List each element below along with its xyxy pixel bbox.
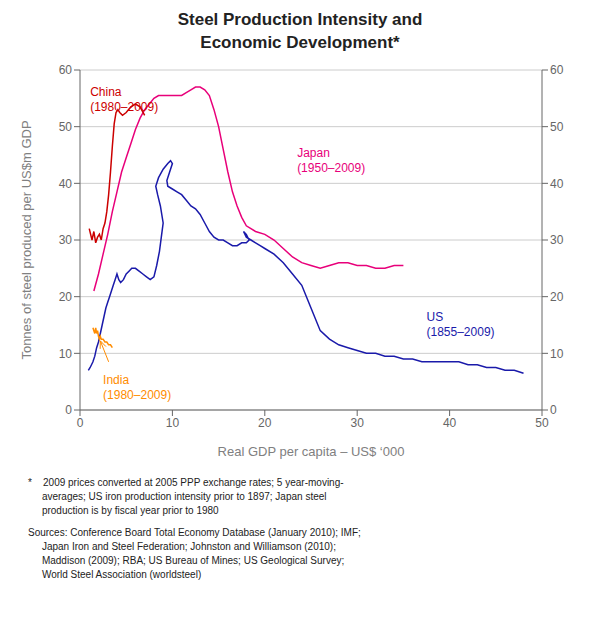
svg-text:60: 60 — [550, 63, 564, 77]
svg-text:30: 30 — [351, 416, 365, 430]
svg-text:10: 10 — [59, 347, 73, 361]
svg-text:0: 0 — [77, 416, 84, 430]
svg-text:40: 40 — [59, 177, 73, 191]
svg-text:40: 40 — [550, 177, 564, 191]
svg-text:10: 10 — [166, 416, 180, 430]
svg-text:Tonnes of steel produced per U: Tonnes of steel produced per US$m GDP — [19, 120, 34, 359]
svg-text:50: 50 — [535, 416, 549, 430]
svg-text:60: 60 — [59, 63, 73, 77]
html-text:Steel Production Intensity and: Steel Production Intensity and Economic … — [177, 10, 423, 52]
svg-text:50: 50 — [550, 120, 564, 134]
svg-text:20: 20 — [550, 290, 564, 304]
svg-text:0: 0 — [65, 403, 72, 417]
svg-text:20: 20 — [258, 416, 272, 430]
svg-text:50: 50 — [59, 120, 73, 134]
svg-text:30: 30 — [59, 233, 73, 247]
svg-text:0: 0 — [550, 403, 557, 417]
html-text:Sources: Conference Board Tota: Sources: Conference Board Total Economy … — [28, 527, 361, 580]
svg-text:20: 20 — [59, 290, 73, 304]
svg-text:US(1855–2009): US(1855–2009) — [427, 310, 495, 339]
svg-text:30: 30 — [550, 233, 564, 247]
svg-text:China(1980–2009): China(1980–2009) — [90, 85, 158, 114]
svg-text:10: 10 — [550, 347, 564, 361]
svg-text:Real GDP per capita – US$ ‘000: Real GDP per capita – US$ ‘000 — [218, 444, 405, 459]
svg-text:40: 40 — [443, 416, 457, 430]
svg-text:Japan(1950–2009): Japan(1950–2009) — [297, 146, 365, 175]
html-text:* 2009 prices converted at 200: * 2009 prices converted at 2005 PPP exch… — [28, 477, 344, 516]
svg-text:India(1980–2009): India(1980–2009) — [103, 373, 171, 402]
